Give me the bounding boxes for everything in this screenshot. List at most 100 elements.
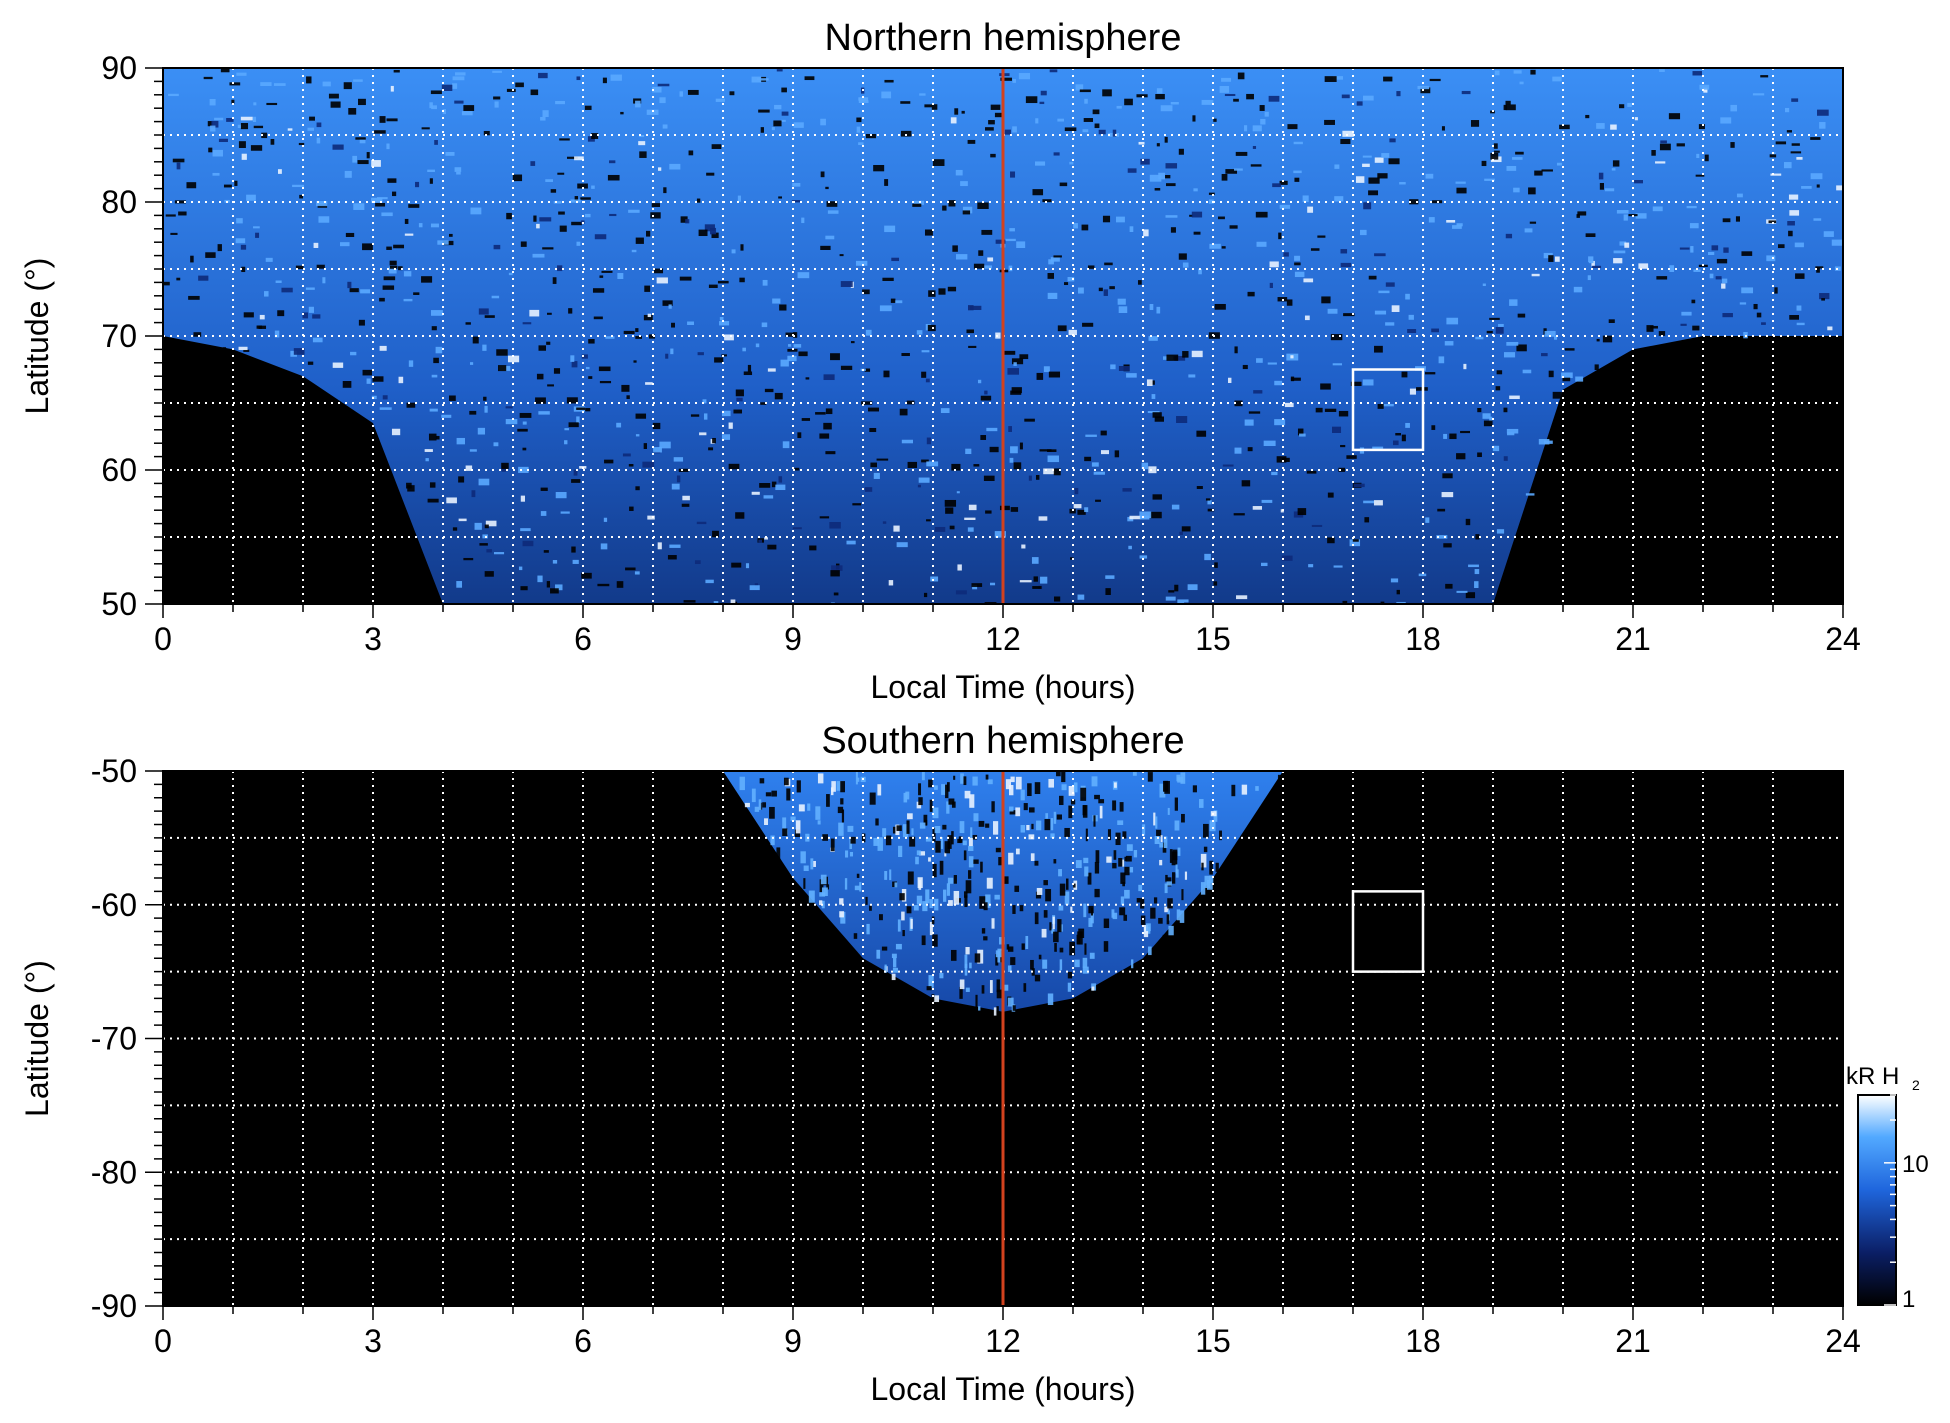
emission-speckle — [1038, 954, 1042, 960]
emission-speckle — [616, 581, 624, 588]
emission-speckle — [1067, 982, 1072, 992]
emission-speckle — [1083, 857, 1089, 864]
emission-speckle — [910, 918, 913, 929]
emission-speckle — [712, 530, 719, 538]
emission-speckle — [966, 329, 974, 334]
emission-speckle — [662, 124, 668, 129]
emission-speckle — [1474, 581, 1479, 589]
emission-speckle — [964, 895, 968, 908]
emission-speckle — [721, 410, 731, 417]
emission-speckle — [1124, 866, 1130, 876]
emission-speckle — [644, 285, 651, 292]
emission-speckle — [973, 263, 985, 269]
emission-speckle — [1260, 118, 1266, 125]
emission-speckle — [764, 818, 769, 825]
emission-speckle — [520, 528, 531, 532]
emission-speckle — [755, 343, 760, 348]
emission-speckle — [1005, 779, 1012, 790]
emission-speckle — [849, 851, 854, 857]
emission-speckle — [1120, 896, 1125, 905]
emission-speckle — [983, 902, 988, 911]
emission-speckle — [238, 141, 246, 148]
emission-speckle — [944, 499, 957, 507]
emission-speckle — [1506, 341, 1519, 346]
emission-speckle — [240, 244, 247, 250]
emission-speckle — [931, 916, 935, 925]
emission-speckle — [347, 281, 352, 289]
emission-speckle — [911, 828, 914, 836]
emission-speckle — [1418, 573, 1427, 577]
emission-speckle — [1760, 75, 1769, 78]
emission-speckle — [1796, 157, 1803, 160]
emission-speckle — [546, 581, 551, 588]
emission-speckle — [1730, 104, 1738, 112]
emission-speckle — [896, 825, 902, 831]
emission-speckle — [1388, 158, 1400, 165]
emission-speckle — [1199, 799, 1204, 808]
emission-speckle — [1118, 306, 1128, 314]
emission-speckle — [819, 516, 830, 519]
emission-speckle — [819, 892, 826, 897]
emission-speckle — [975, 994, 978, 1009]
emission-speckle — [1034, 860, 1039, 866]
emission-speckle — [1180, 772, 1186, 784]
emission-speckle — [485, 520, 497, 527]
emission-speckle — [1294, 177, 1300, 182]
emission-speckle — [1074, 487, 1079, 495]
emission-speckle — [493, 244, 501, 250]
emission-speckle — [1715, 276, 1722, 280]
emission-speckle — [1261, 499, 1273, 503]
emission-speckle — [1214, 562, 1218, 568]
emission-speckle — [964, 790, 971, 799]
emission-speckle — [841, 809, 845, 823]
emission-speckle — [1524, 228, 1533, 233]
emission-speckle — [1709, 273, 1714, 279]
emission-speckle — [1509, 395, 1520, 400]
emission-speckle — [1585, 233, 1596, 238]
emission-speckle — [234, 180, 238, 186]
emission-speckle — [758, 799, 762, 810]
emission-speckle — [996, 1006, 999, 1013]
emission-speckle — [1045, 888, 1052, 902]
emission-speckle — [1129, 515, 1141, 520]
x-tick-label: 3 — [364, 1323, 382, 1359]
emission-speckle — [973, 813, 979, 822]
emission-speckle — [415, 181, 420, 188]
emission-speckle — [1303, 278, 1314, 283]
emission-speckle — [1207, 499, 1212, 505]
emission-speckle — [801, 418, 811, 421]
emission-speckle — [1064, 891, 1070, 905]
emission-speckle — [355, 137, 366, 140]
emission-speckle — [1011, 387, 1022, 394]
region-box — [1351, 368, 1425, 452]
emission-speckle — [469, 410, 477, 415]
emission-speckle — [793, 344, 802, 348]
emission-speckle — [1167, 807, 1170, 815]
emission-speckle — [1057, 325, 1067, 332]
emission-speckle — [776, 847, 781, 862]
emission-speckle — [652, 422, 661, 430]
emission-speckle — [1058, 905, 1064, 911]
emission-speckle — [844, 878, 848, 890]
emission-speckle — [1681, 311, 1692, 316]
emission-speckle — [1443, 543, 1452, 548]
emission-speckle — [1051, 928, 1055, 934]
emission-speckle — [775, 484, 786, 491]
emission-speckle — [1736, 193, 1743, 198]
emission-speckle — [1191, 211, 1203, 218]
emission-speckle — [428, 433, 437, 441]
emission-speckle — [1127, 168, 1137, 173]
emission-speckle — [572, 559, 579, 564]
emission-speckle — [996, 989, 1003, 999]
emission-speckle — [223, 184, 232, 188]
emission-speckle — [1217, 216, 1225, 220]
emission-speckle — [362, 369, 372, 376]
emission-speckle — [899, 408, 908, 416]
emission-speckle — [1519, 81, 1524, 85]
emission-speckle — [989, 446, 999, 453]
emission-speckle — [927, 324, 936, 332]
emission-speckle — [1073, 883, 1076, 888]
emission-speckle — [985, 894, 991, 908]
emission-speckle — [209, 98, 216, 106]
emission-speckle — [1235, 151, 1248, 156]
